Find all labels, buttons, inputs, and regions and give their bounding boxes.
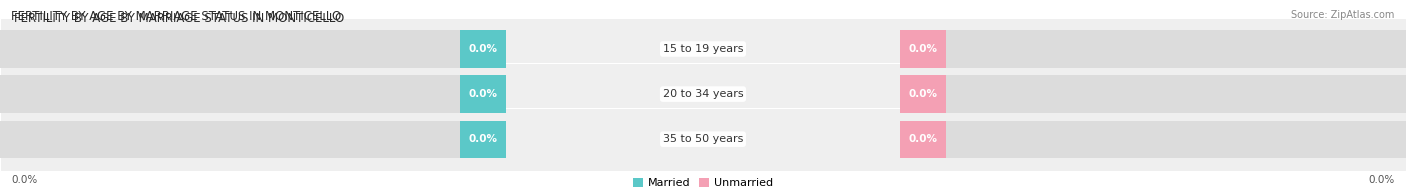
Bar — [900, 30, 1406, 68]
Text: FERTILITY BY AGE BY MARRIAGE STATUS IN MONTICELLO: FERTILITY BY AGE BY MARRIAGE STATUS IN M… — [11, 10, 342, 23]
Bar — [0, 75, 506, 113]
Bar — [0, 63, 1406, 125]
Legend: Married, Unmarried: Married, Unmarried — [633, 178, 773, 189]
Bar — [461, 75, 506, 113]
Bar — [900, 75, 1406, 113]
Text: 20 to 34 years: 20 to 34 years — [662, 89, 744, 99]
Text: 0.0%: 0.0% — [1368, 175, 1395, 185]
Text: 15 to 19 years: 15 to 19 years — [662, 44, 744, 54]
Bar — [900, 30, 946, 68]
Text: Source: ZipAtlas.com: Source: ZipAtlas.com — [1291, 10, 1395, 20]
Text: 0.0%: 0.0% — [908, 89, 938, 99]
Bar — [0, 30, 506, 68]
Bar — [900, 121, 946, 158]
Bar — [900, 121, 1406, 158]
Text: FERTILITY BY AGE BY MARRIAGE STATUS IN MONTICELLO: FERTILITY BY AGE BY MARRIAGE STATUS IN M… — [14, 12, 344, 25]
Bar — [900, 75, 946, 113]
Bar — [461, 121, 506, 158]
Text: 0.0%: 0.0% — [908, 134, 938, 144]
Bar — [461, 30, 506, 68]
Bar — [0, 121, 506, 158]
Text: 0.0%: 0.0% — [11, 175, 38, 185]
Text: 0.0%: 0.0% — [908, 44, 938, 54]
Bar — [0, 18, 1406, 80]
Text: 35 to 50 years: 35 to 50 years — [662, 134, 744, 144]
Text: 0.0%: 0.0% — [468, 44, 498, 54]
Bar — [0, 108, 1406, 171]
Text: 0.0%: 0.0% — [468, 89, 498, 99]
Text: 0.0%: 0.0% — [468, 134, 498, 144]
